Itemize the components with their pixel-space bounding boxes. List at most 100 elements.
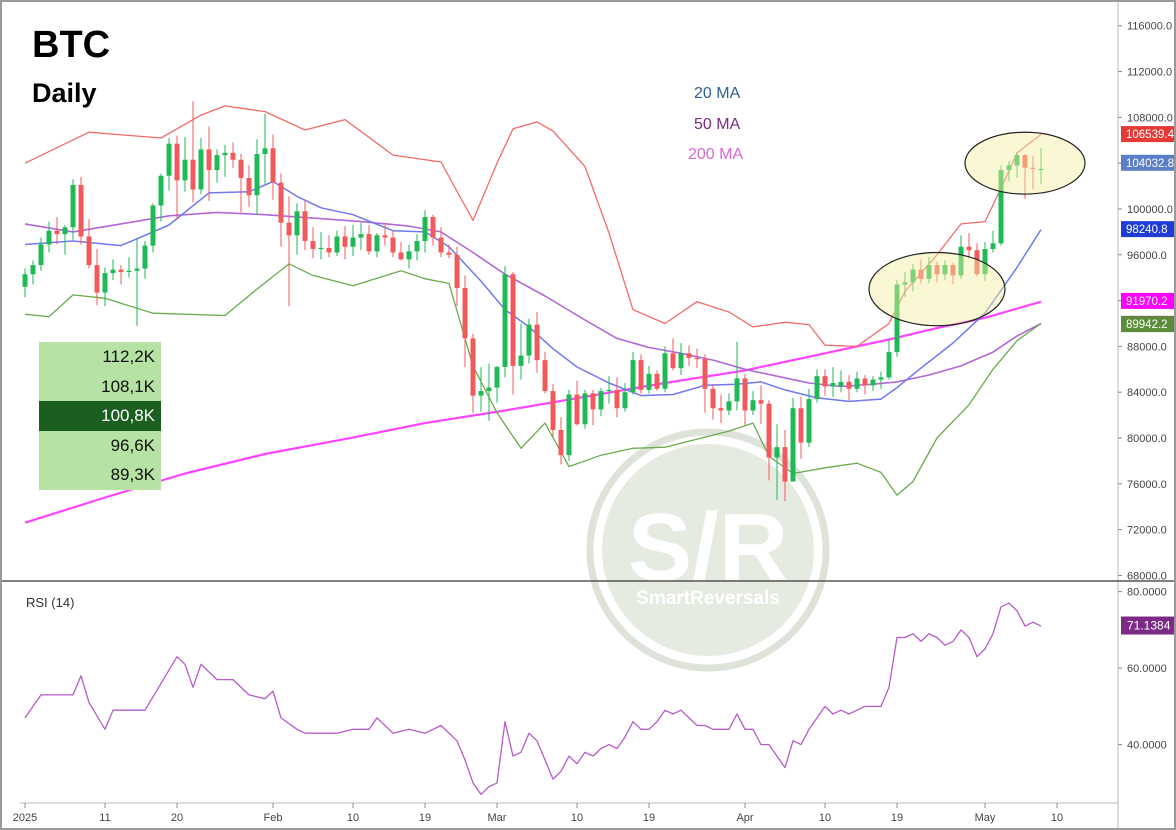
price-label-text: 104032.8 [1126, 158, 1174, 170]
price-label-text: 98240.8 [1126, 224, 1168, 236]
candle-body [982, 249, 988, 275]
candle-body [302, 211, 308, 242]
candle-body [854, 378, 860, 389]
candle-body [662, 353, 668, 389]
level-item: 108,1K [39, 371, 161, 401]
candle-body [326, 247, 332, 253]
y-tick-label: 96000.0 [1127, 250, 1167, 262]
chart-timeframe: Daily [32, 78, 97, 108]
candle-body [262, 148, 268, 154]
candle-body [382, 235, 388, 238]
x-tick-label: Apr [736, 812, 753, 824]
candle-body [558, 429, 564, 456]
candle-body [758, 400, 764, 404]
candle-body [526, 324, 532, 356]
level-item: 112,2K [39, 342, 161, 372]
candle-body [974, 250, 980, 275]
candle-body [294, 211, 300, 236]
candle-body [342, 236, 348, 247]
candle-body [902, 282, 908, 285]
candle-body [22, 274, 28, 287]
x-tick-label: Mar [488, 812, 507, 824]
candle-body [150, 205, 156, 246]
rsi-line [24, 602, 1042, 796]
y-tick-label: 116000.0 [1127, 21, 1172, 33]
candle-body [542, 360, 548, 392]
candle-body [878, 377, 884, 380]
candle-body [774, 447, 780, 458]
candle-body [454, 254, 460, 288]
price-label-text: 91970.2 [1126, 296, 1168, 308]
candle-body [518, 355, 524, 366]
candle-body [406, 251, 412, 260]
candle-body [118, 269, 124, 272]
candle-body [94, 265, 100, 293]
candle-body [470, 338, 476, 396]
candle-body [142, 245, 148, 269]
y-tick-label: 112000.0 [1127, 67, 1172, 79]
level-item: 89,3K [39, 460, 161, 490]
candle-body [550, 391, 556, 430]
candle-body [478, 391, 484, 396]
candle-body [158, 175, 164, 206]
candle-body [654, 373, 660, 389]
rsi-tick-label: 40.0000 [1127, 740, 1167, 752]
watermark-ring [586, 428, 830, 672]
y-tick-label: 68000.0 [1127, 570, 1167, 582]
candle-body [822, 376, 828, 387]
candle-body [614, 389, 620, 409]
price-label-text: 89942.2 [1126, 319, 1168, 331]
candle-body [1006, 165, 1012, 171]
x-tick-label: 20 [171, 812, 183, 824]
candle-body [126, 270, 132, 273]
candle-body [638, 360, 644, 390]
ma200-line [24, 300, 1042, 524]
candle-body [430, 216, 436, 238]
candle-body [182, 159, 188, 181]
candle-body [694, 357, 700, 360]
candle-body [814, 376, 820, 400]
candle-body [414, 241, 420, 252]
y-tick-label: 88000.0 [1127, 341, 1167, 353]
candle-body [590, 393, 596, 410]
y-tick-label: 72000.0 [1127, 525, 1167, 537]
candle-body [334, 236, 340, 253]
price-label-box [1121, 316, 1174, 333]
candle-body [574, 394, 580, 425]
y-tick-label: 80000.0 [1127, 433, 1167, 445]
candle-body [230, 152, 236, 160]
candle-body [1014, 155, 1020, 166]
candle-body [582, 393, 588, 425]
y-tick-label: 100000.0 [1127, 204, 1173, 216]
candle-body [862, 378, 868, 386]
price-label-box [1121, 126, 1174, 143]
candle-body [198, 149, 204, 190]
candle-body [950, 265, 956, 276]
watermark-text: S/R [628, 494, 788, 601]
candle-body [606, 389, 612, 392]
x-tick-label: 19 [419, 812, 431, 824]
candle-body [670, 353, 676, 369]
highlight-ellipse [868, 251, 1006, 327]
candle-body [886, 352, 892, 378]
candle-body [710, 388, 716, 409]
candle-body [566, 394, 572, 456]
candle-body [630, 360, 636, 393]
candle-body [398, 252, 404, 260]
candle-body [238, 159, 244, 179]
candle-body [110, 269, 116, 274]
x-tick-label: 10 [1051, 812, 1063, 824]
price-label-box [1121, 221, 1174, 238]
candle-body [750, 400, 756, 411]
candle-body [278, 182, 284, 223]
candle-body [870, 379, 876, 386]
watermark-disc [602, 444, 814, 656]
level-item-active: 100,8K [39, 401, 161, 431]
candle-body [534, 324, 540, 361]
candle-body [134, 268, 140, 271]
candle-body [206, 149, 212, 171]
highlight-ellipse [964, 131, 1086, 195]
candle-body [830, 383, 836, 387]
